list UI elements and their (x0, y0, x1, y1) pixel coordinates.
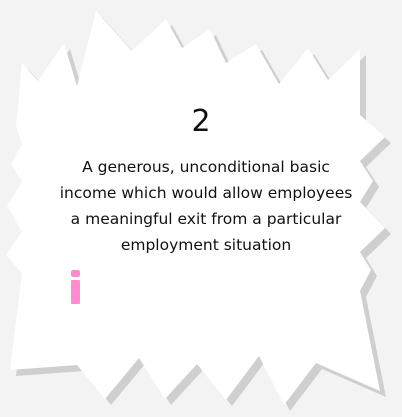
info-button[interactable] (70, 270, 82, 306)
card-body (6, 11, 385, 405)
info-icon (71, 270, 80, 277)
info-icon-stem (71, 280, 80, 304)
card-number: 2 (191, 104, 211, 139)
card-statement-text: A generous, unconditional basic income w… (59, 158, 353, 254)
